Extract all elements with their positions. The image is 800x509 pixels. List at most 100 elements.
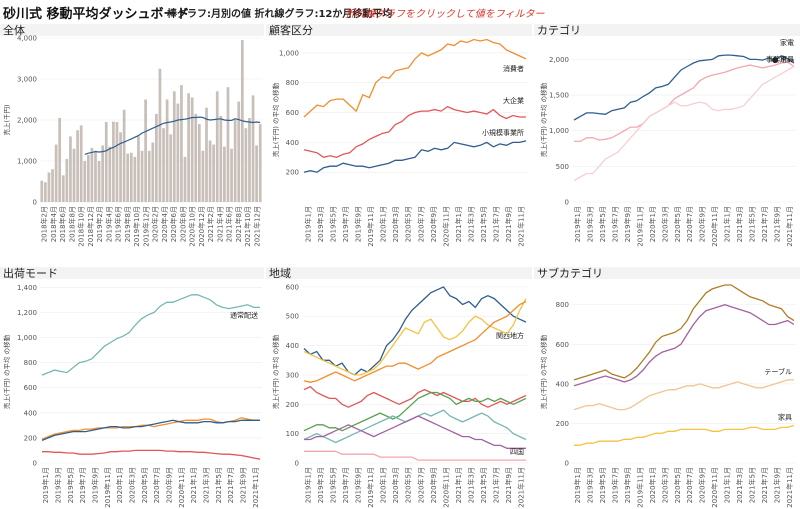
bar[interactable] [104,122,108,202]
series-line[interactable] [303,391,527,432]
bar[interactable] [61,175,65,202]
bar[interactable] [226,87,230,202]
series-line[interactable] [573,379,794,411]
y-tick-label: 2,000 [549,56,569,64]
bar[interactable] [180,85,183,202]
series-line[interactable] [573,304,795,387]
x-tick-label: 2018年8月 [67,206,76,242]
bar[interactable] [137,136,140,202]
bar[interactable] [97,161,101,202]
bar[interactable] [251,95,255,202]
series-line[interactable] [304,450,526,461]
bar[interactable] [158,68,162,202]
x-tick-label: 2018年6月 [58,206,67,242]
series-line[interactable] [303,385,527,408]
bar[interactable] [147,150,151,202]
series-line[interactable] [303,38,527,118]
moving-average-line[interactable] [84,116,261,155]
highlight-point[interactable] [772,57,779,64]
bar[interactable] [101,145,105,202]
bar[interactable] [69,136,72,202]
bar[interactable] [44,182,47,202]
series-line[interactable] [573,65,795,182]
bar[interactable] [201,150,205,202]
series-line[interactable] [573,54,795,121]
series-line[interactable] [304,415,526,449]
bar[interactable] [244,128,248,202]
series-line[interactable] [41,294,260,376]
bar[interactable] [122,109,126,202]
chart-panel-kokyaku[interactable]: 顧客区分 200 400 600 800 1,000 売上(千円) の平均 の移動 2019年… [266,23,532,262]
series-label: 大企業 [503,96,524,105]
bar[interactable] [205,107,208,202]
x-tick-label: 2018年12月 [86,206,95,247]
bar[interactable] [86,154,90,202]
bar[interactable] [165,99,169,203]
series-line[interactable] [303,286,527,376]
series-line[interactable] [303,105,526,158]
bar[interactable] [112,121,115,202]
series-line[interactable] [303,409,527,444]
bar[interactable] [76,130,79,202]
bar[interactable] [197,124,201,202]
bar[interactable] [248,117,251,202]
bar[interactable] [190,97,194,202]
y-tick-label: 1,000 [17,158,37,166]
bar[interactable] [230,148,233,202]
chart-panel-shukka[interactable]: 出荷モード 0 200 400 600 800 1,000 1,200 1,400 売上(千円) … [0,266,264,509]
bar[interactable] [108,146,112,202]
bar[interactable] [237,101,241,202]
bar[interactable] [51,169,54,202]
bar[interactable] [255,145,258,202]
series-line[interactable] [574,61,795,143]
bar[interactable] [155,113,158,202]
bar[interactable] [215,91,219,202]
panel-title: 出荷モード [3,266,58,280]
series-line[interactable] [303,298,527,376]
bar[interactable] [169,134,173,202]
chart-panel-category[interactable]: カテゴリ 0 500 1,000 1,500 2,000 売上(千円) の平均 の移動 201… [534,23,800,262]
bar[interactable] [151,142,155,202]
bar[interactable] [223,146,226,202]
bar[interactable] [58,117,62,202]
bar[interactable] [212,144,216,202]
bar[interactable] [90,147,94,202]
bar[interactable] [162,128,165,202]
series-line[interactable] [303,300,527,383]
bar[interactable] [65,158,69,202]
bar[interactable] [129,152,133,202]
bar[interactable] [54,144,58,202]
bar[interactable] [176,103,180,202]
bar[interactable] [133,156,137,202]
bar[interactable] [233,120,237,202]
bar[interactable] [126,153,130,202]
bar[interactable] [183,156,187,202]
bar[interactable] [258,124,262,202]
bar[interactable] [194,113,198,202]
x-tick-label: 2020年1月 [648,467,657,503]
series-line[interactable] [573,284,795,381]
bar[interactable] [79,125,83,202]
bar[interactable] [115,122,119,202]
bar[interactable] [144,99,147,203]
bar[interactable] [72,148,76,202]
bar[interactable] [208,140,212,203]
chart-panel-chiiki[interactable]: 地域 0 100 200 300 400 500 600 売上(千円) の平均 の移動 2019年… [266,267,532,509]
chart-panel-subcategory[interactable]: サブカテゴリ 0 200 400 600 800 売上(千円) の平均 の移動 2019年1月… [534,266,800,509]
series-line[interactable] [574,424,795,446]
series-label: 四国 [510,448,524,456]
bar[interactable] [187,93,190,202]
bar[interactable] [83,161,87,202]
bar[interactable] [119,132,122,202]
series-line[interactable] [42,449,261,460]
bar[interactable] [47,172,51,202]
series-line[interactable] [303,140,527,173]
bar[interactable] [140,150,144,202]
bar[interactable] [40,180,44,202]
series-line[interactable] [41,417,260,440]
bar[interactable] [219,115,223,202]
y-axis-label: 売上(千円) の平均 の移動 [2,334,11,409]
bar[interactable] [94,150,97,202]
bar[interactable] [172,91,176,202]
series-line[interactable] [41,419,260,442]
